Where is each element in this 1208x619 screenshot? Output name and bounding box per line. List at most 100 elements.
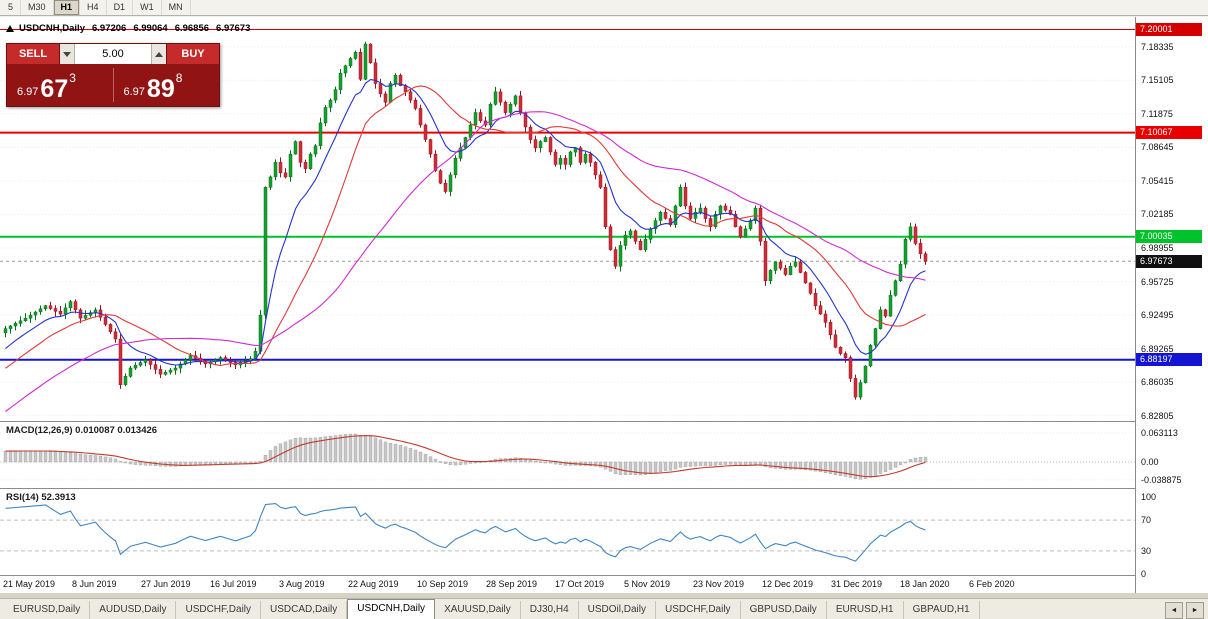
candle — [548, 137, 553, 153]
macd-histogram-bar — [438, 461, 443, 463]
chart-tab[interactable]: USDCHF,Daily — [656, 601, 741, 619]
macd-histogram-bar — [783, 461, 788, 470]
candle — [268, 176, 273, 188]
candle — [778, 261, 783, 269]
timeframe-button-h1[interactable]: H1 — [53, 0, 81, 15]
buy-button[interactable]: BUY — [166, 44, 219, 64]
buy-price[interactable]: 6.97 89 8 — [114, 64, 220, 106]
timeframe-button-m30[interactable]: M30 — [21, 0, 54, 15]
volume-increase-button[interactable] — [151, 44, 166, 64]
rsi-pane[interactable] — [0, 489, 1135, 575]
candle — [408, 91, 413, 101]
moving-average-line — [5, 111, 926, 412]
chart-tab[interactable]: USDOil,Daily — [579, 601, 656, 619]
chart-tab[interactable]: AUDUSD,Daily — [90, 601, 177, 619]
candle — [623, 234, 628, 246]
ohlc-open: 6.97206 — [92, 23, 127, 34]
candle — [923, 253, 928, 262]
macd-histogram-bar — [43, 450, 48, 463]
macd-histogram-bar — [73, 453, 78, 463]
macd-label: MACD(12,26,9) 0.010087 0.013426 — [6, 425, 158, 436]
price-axis-label: 7.11875 — [1141, 109, 1173, 119]
candle — [218, 357, 223, 360]
sell-price-pips: 67 — [40, 75, 69, 103]
chart-tab[interactable]: XAUUSD,Daily — [435, 601, 521, 619]
candle — [368, 43, 373, 63]
macd-histogram-bar — [793, 461, 798, 470]
chart-tab[interactable]: GBPAUD,H1 — [904, 601, 980, 619]
pane-divider[interactable] — [0, 421, 1208, 422]
chart-tab[interactable]: USDCAD,Daily — [261, 601, 348, 619]
candle — [48, 305, 53, 309]
macd-histogram-bar — [418, 451, 423, 463]
chart-tab[interactable]: EURUSD,H1 — [827, 601, 904, 619]
macd-histogram-bar — [193, 461, 198, 465]
candle — [18, 320, 23, 324]
macd-histogram-bar — [848, 461, 853, 478]
time-axis[interactable]: 21 May 2019 8 Jun 2019 27 Jun 2019 16 Jul 2… — [0, 576, 1135, 593]
sell-button[interactable]: SELL — [7, 44, 60, 64]
candle — [693, 211, 698, 219]
chart-tab[interactable]: EURUSD,Daily — [4, 601, 91, 619]
tabs-scroll-left-button[interactable]: ◄ — [1165, 601, 1183, 619]
macd-histogram-bar — [748, 461, 753, 466]
candle — [73, 301, 78, 311]
candle — [563, 157, 568, 165]
date-label: 12 Dec 2019 — [762, 579, 814, 589]
macd-histogram-bar — [318, 437, 323, 463]
timeframe-button-d1[interactable]: D1 — [107, 0, 134, 15]
candle — [398, 74, 403, 86]
sell-price[interactable]: 6.97 67 3 — [7, 64, 113, 106]
timeframe-button-5[interactable]: 5 — [1, 0, 22, 15]
candle — [838, 347, 843, 354]
price-axis[interactable]: 7.18335 7.15105 7.11875 7.08645 7.05415 7.021… — [1135, 17, 1208, 593]
timeframe-button-h4[interactable]: H4 — [80, 0, 107, 15]
candle — [893, 280, 898, 296]
candle — [378, 83, 383, 95]
timeframe-button-w1[interactable]: W1 — [133, 0, 162, 15]
candle — [448, 174, 453, 192]
macd-histogram-bar — [718, 461, 723, 465]
price-axis-label: 6.82805 — [1141, 411, 1174, 421]
macd-histogram-bar — [203, 461, 208, 465]
date-label: 27 Jun 2019 — [141, 579, 191, 589]
chart-tab[interactable]: USDCNH,Daily — [347, 599, 436, 619]
macd-histogram-bar — [663, 461, 668, 472]
arrow-right-icon: ► — [1191, 606, 1199, 614]
volume-input[interactable]: 5.00 — [75, 44, 151, 64]
macd-histogram-bar — [98, 455, 103, 463]
macd-histogram-bar — [343, 434, 348, 463]
macd-histogram-bar — [383, 441, 388, 463]
macd-histogram-bar — [528, 459, 533, 463]
macd-histogram-bar — [28, 450, 33, 463]
candle — [873, 328, 878, 346]
macd-pane[interactable] — [0, 422, 1135, 488]
candle — [738, 226, 743, 238]
macd-histogram-bar — [463, 461, 468, 465]
macd-histogram-bar — [63, 452, 68, 463]
chart-window[interactable]: USDCNH,Daily 6.97206 6.99064 6.96856 6.9… — [0, 17, 1208, 593]
timeframe-button-mn[interactable]: MN — [162, 0, 191, 15]
candle — [103, 316, 108, 325]
macd-histogram-bar — [68, 452, 73, 463]
chart-tab[interactable]: USDCHF,Daily — [176, 601, 262, 619]
macd-histogram-bar — [788, 461, 793, 470]
candle — [783, 268, 788, 275]
candle — [143, 359, 148, 363]
candle — [598, 174, 603, 188]
tabs-scroll-right-button[interactable]: ► — [1186, 601, 1204, 619]
one-click-toggle-icon[interactable] — [6, 25, 14, 32]
volume-decrease-button[interactable] — [60, 44, 75, 64]
price-chart-pane[interactable] — [0, 17, 1135, 421]
pane-divider[interactable] — [0, 488, 1208, 489]
candle — [333, 89, 338, 101]
candle — [148, 359, 153, 365]
chart-tab[interactable]: GBPUSD,Daily — [741, 601, 827, 619]
price-axis-label: 6.95725 — [1141, 277, 1174, 287]
candle — [33, 311, 38, 316]
chart-tab[interactable]: DJ30,H4 — [521, 601, 579, 619]
pane-divider[interactable] — [0, 575, 1208, 576]
candle — [438, 170, 443, 184]
date-label: 22 Aug 2019 — [348, 579, 399, 589]
price-axis-label: 6.92495 — [1141, 310, 1174, 320]
